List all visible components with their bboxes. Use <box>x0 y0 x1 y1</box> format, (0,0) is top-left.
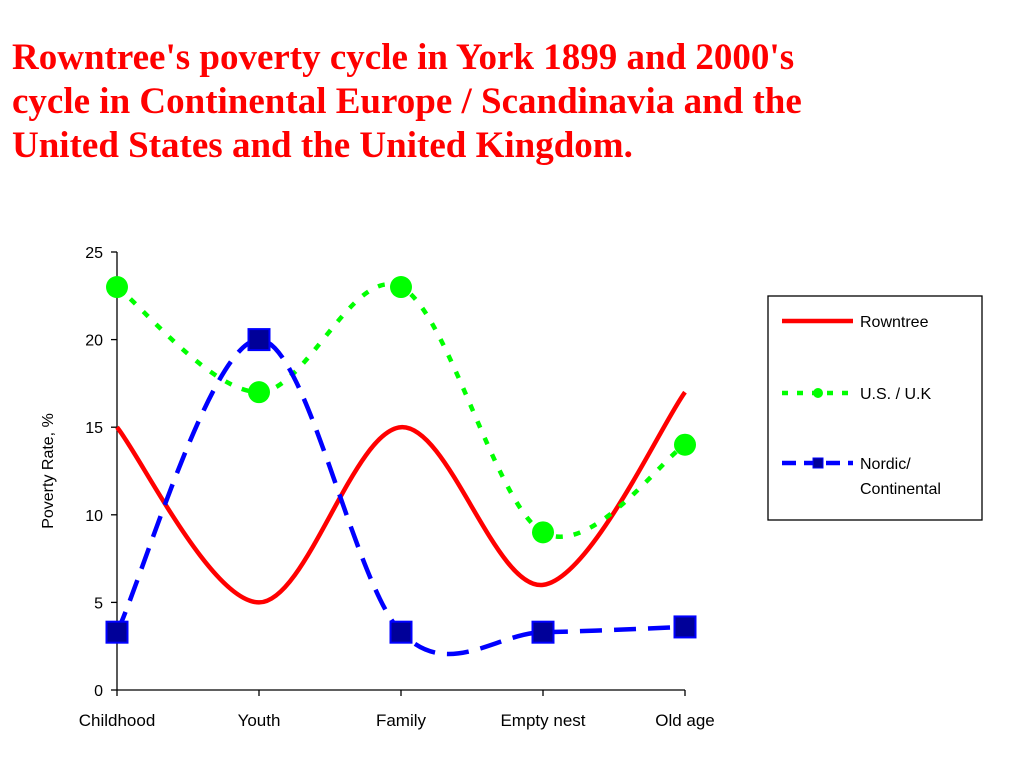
series-2-point <box>247 328 271 352</box>
series-line-2 <box>114 337 686 657</box>
axes: 0 5 10 15 20 25 Childhood Youth Family Empty nest… <box>40 245 715 730</box>
x-tick-label: Old age <box>655 711 715 730</box>
legend-label-2: Nordic/ <box>860 456 911 473</box>
y-tick-label: 20 <box>85 333 103 350</box>
x-tick-label: Youth <box>238 711 281 730</box>
slide-title-line-3: United States and the United Kingdom. <box>12 125 633 166</box>
series-1-point <box>390 276 412 299</box>
series-1-point <box>674 433 696 456</box>
series-2-point <box>105 620 129 644</box>
y-tick-label: 25 <box>85 245 103 262</box>
x-tick-label: Childhood <box>79 711 156 730</box>
series-1-point <box>248 381 270 404</box>
legend-label-2: Continental <box>860 481 941 498</box>
series-2-point <box>389 620 413 644</box>
series-line-0 <box>115 390 687 605</box>
y-tick-label: 10 <box>85 508 103 525</box>
series-1-point <box>106 276 128 299</box>
slide-title: Rowntree's poverty cycle in York 1899 an… <box>12 36 1012 168</box>
y-tick-label: 15 <box>85 420 103 437</box>
legend-label-0: Rowntree <box>860 314 929 331</box>
legend-box <box>767 295 983 521</box>
x-tick-label: Family <box>376 711 427 730</box>
series-2-point <box>531 620 555 644</box>
series-line-1 <box>115 282 687 539</box>
legend-marker-1 <box>813 388 823 398</box>
series-1-point <box>532 521 554 544</box>
legend: Rowntree U.S. / U.K Nordic/Continental <box>767 295 983 521</box>
series-2-point <box>673 615 697 639</box>
slide-title-line-1: Rowntree's poverty cycle in York 1899 an… <box>12 37 795 78</box>
legend-label-1: U.S. / U.K <box>860 386 931 403</box>
legend-marker-2 <box>812 457 824 469</box>
y-tick-label: 5 <box>94 595 103 612</box>
slide-title-line-2: cycle in Continental Europe / Scandinavi… <box>12 81 802 122</box>
x-tick-label: Empty nest <box>500 711 585 730</box>
y-tick-label: 0 <box>94 683 103 700</box>
y-axis-label: Poverty Rate, % <box>40 413 57 529</box>
